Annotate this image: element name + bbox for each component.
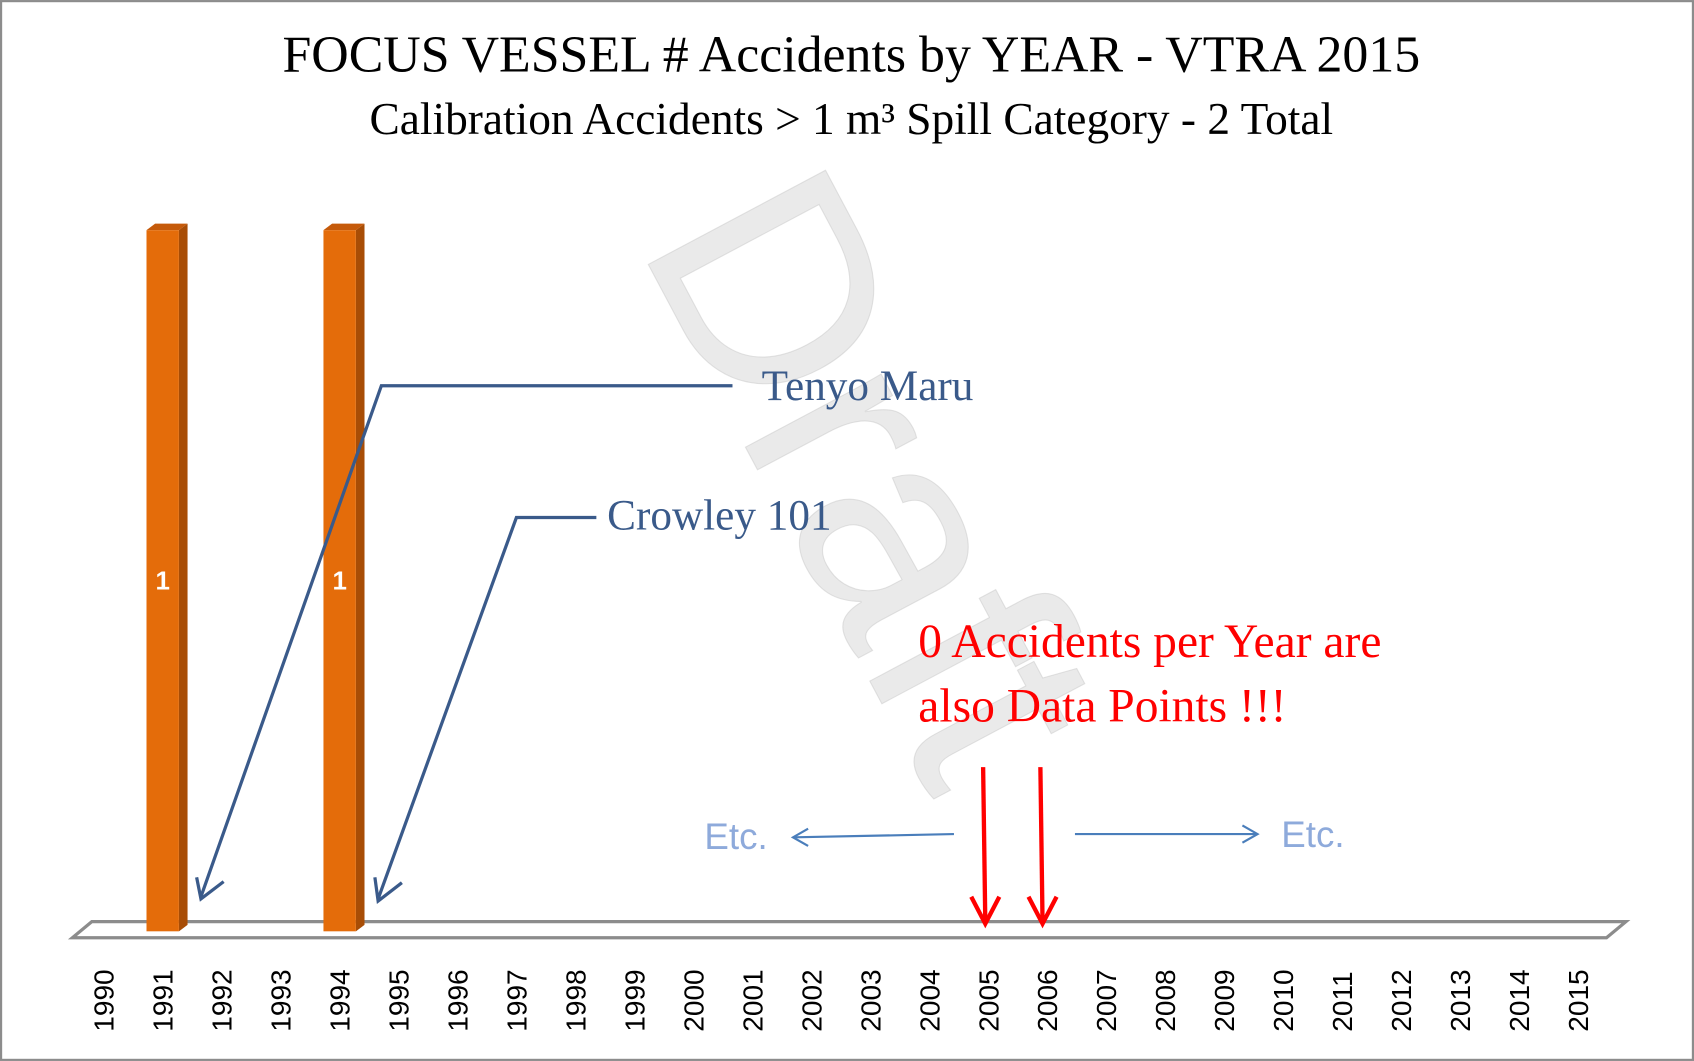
x-tick-label: 1997 [501, 969, 532, 1031]
arrowhead [790, 827, 809, 847]
x-tick-label: 2015 [1563, 969, 1594, 1031]
x-tick-label: 2004 [914, 969, 945, 1031]
x-tick-label: 1992 [206, 969, 237, 1031]
x-tick-label: 2007 [1091, 969, 1122, 1031]
x-tick-label: 2008 [1150, 969, 1181, 1031]
red-arrow [1038, 767, 1045, 922]
x-tick-label: 2001 [737, 969, 768, 1031]
chart-title: FOCUS VESSEL # Accidents by YEAR - VTRA … [282, 26, 1420, 83]
x-tick-label: 2006 [1032, 969, 1063, 1031]
x-tick-label: 1994 [324, 969, 355, 1031]
x-tick-label: 2005 [973, 969, 1004, 1031]
bar [146, 223, 188, 932]
data-label: 1 [155, 567, 169, 595]
x-tick-label: 2003 [855, 969, 886, 1031]
bar-side [178, 223, 188, 932]
arrowhead [969, 895, 1002, 929]
callout-line [376, 515, 597, 900]
bar-front [146, 230, 179, 932]
x-tick-label: 1991 [147, 969, 178, 1031]
floor [67, 919, 1631, 940]
bar [323, 223, 365, 932]
chart-subtitle: Calibration Accidents > 1 m³ Spill Categ… [369, 94, 1333, 144]
x-tick-label: 1999 [619, 969, 650, 1031]
bar-top [323, 223, 365, 231]
x-tick-label: 2012 [1386, 969, 1417, 1031]
x-tick-label: 1998 [560, 969, 591, 1031]
arrowhead [1026, 895, 1059, 929]
arrowhead [373, 877, 403, 905]
x-tick-label: 2014 [1504, 969, 1535, 1031]
bar-top [146, 223, 188, 231]
annotation: also Data Points !!! [918, 681, 1286, 733]
annotation: Etc. [704, 816, 767, 857]
bars [146, 223, 365, 932]
callout-line [199, 384, 733, 898]
red-arrow [980, 767, 988, 922]
x-tick-label: 2010 [1268, 969, 1299, 1031]
x-tick-label: 2011 [1327, 971, 1358, 1031]
x-tick-label: 2009 [1209, 969, 1240, 1031]
arrowhead [195, 876, 225, 902]
annotation: Tenyo Maru [762, 362, 974, 410]
bar-side [355, 223, 365, 932]
x-tick-label: 1993 [265, 969, 296, 1031]
bar-front [323, 230, 356, 932]
x-tick-label: 2000 [678, 969, 709, 1031]
annotation: Etc. [1281, 814, 1344, 855]
x-tick-label: 1995 [383, 969, 414, 1031]
annotation: Crowley 101 [607, 491, 831, 539]
data-label: 1 [332, 567, 346, 595]
etc-arrow [794, 833, 954, 839]
annotation: 0 Accidents per Year are [918, 616, 1381, 668]
x-tick-label: 1996 [442, 969, 473, 1031]
x-tick-label: 2002 [796, 969, 827, 1031]
x-tick-label: 1990 [88, 969, 119, 1031]
x-tick-label: 2013 [1445, 969, 1476, 1031]
arrowhead [1241, 824, 1260, 844]
